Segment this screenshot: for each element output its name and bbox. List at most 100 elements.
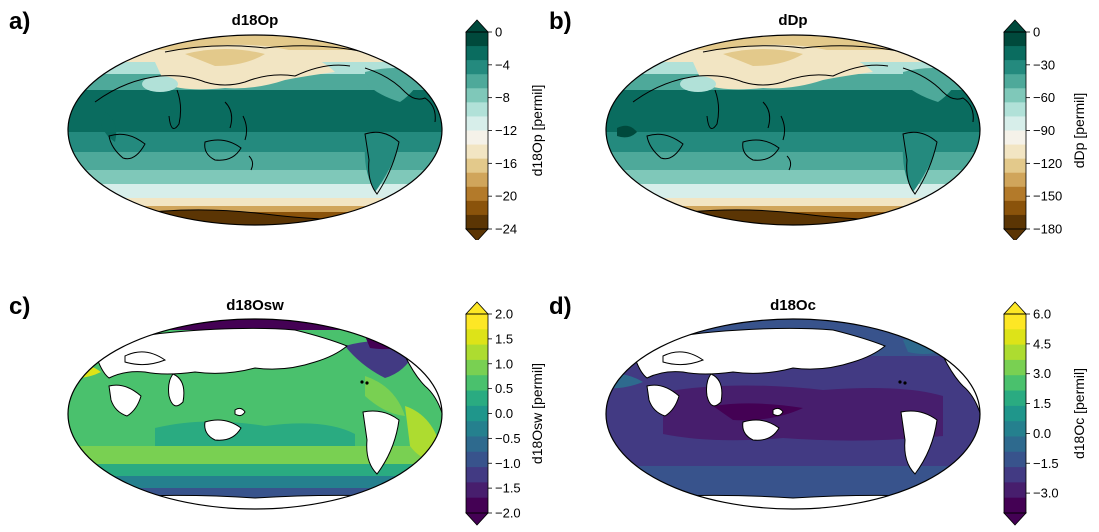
colorbar-segment: [1004, 102, 1026, 118]
panel-letter-c: c): [9, 293, 31, 320]
colorbar-segment: [466, 158, 488, 174]
colorbar-segment: [1004, 314, 1026, 330]
colorbar-tick-label: −30: [1033, 57, 1055, 72]
colorbar-label: dDp [permil]: [1071, 93, 1087, 168]
colorbar-label: d18Op [permil]: [529, 85, 545, 177]
colorbar-segment: [466, 102, 488, 118]
colorbar-tick-label: −24: [495, 222, 517, 237]
colorbar-segment: [466, 344, 488, 361]
colorbar-segment: [466, 144, 488, 160]
colorbar-segment: [1004, 214, 1026, 230]
colorbar-label: d18Oc [permil]: [1071, 368, 1087, 459]
colorbar-segment: [466, 329, 488, 346]
colorbar-tick-label: −1.0: [495, 456, 521, 471]
colorbar-extend-min: [1003, 228, 1027, 240]
colorbar-tick-label: −8: [495, 90, 510, 105]
colorbar-segment: [1004, 436, 1026, 453]
colorbar-segment: [1004, 172, 1026, 188]
colorbar-d: 6.0 4.5 3.0 1.5 0.0 −1.5 −3.0 d18Oc [permil]: [1003, 301, 1087, 526]
map-title-b: dDp: [778, 12, 808, 29]
colorbar-extend-max: [465, 301, 489, 315]
colorbar-segment: [1004, 482, 1026, 499]
colorbar-a: 0 −4 −8 −12 −16 −20 −24 d18Op [permil]: [465, 19, 545, 240]
colorbar-tick-label: −12: [495, 123, 517, 138]
map-title-d: d18Oc: [770, 297, 816, 314]
colorbar-segment: [466, 130, 488, 146]
colorbar-segment: [466, 74, 488, 89]
colorbar-segment: [1004, 158, 1026, 174]
colorbar-segment: [466, 405, 488, 422]
map-title-a: d18Op: [231, 12, 279, 29]
panel-letter-a: a): [9, 8, 31, 35]
colorbar-segment: [466, 116, 488, 132]
colorbar-segment: [466, 60, 488, 75]
colorbar-segment: [466, 214, 488, 230]
colorbar-tick-label: 3.0: [1033, 366, 1051, 381]
colorbar-segment: [1004, 405, 1026, 422]
colorbar-b: 0 −30 −60 −90 −120 −150 −180 dDp [permil]: [1003, 19, 1087, 240]
colorbar-segment: [466, 390, 488, 407]
colorbar-tick-label: −3.0: [1033, 486, 1059, 501]
colorbar-segment: [466, 172, 488, 188]
colorbar-segment: [466, 436, 488, 453]
map-title-c: d18Osw: [226, 297, 284, 314]
colorbar-segment: [466, 32, 488, 47]
colorbar-tick-label: −120: [1033, 156, 1062, 171]
panel-letter-b: b): [549, 8, 572, 35]
colorbar-segment: [1004, 116, 1026, 132]
colorbar-segment: [466, 359, 488, 376]
colorbar-segment: [466, 88, 488, 103]
colorbar-extend-min: [465, 512, 489, 526]
colorbar-tick-label: 0: [1033, 25, 1040, 40]
colorbar-segment: [466, 200, 488, 216]
colorbar-tick-label: 1.5: [1033, 396, 1051, 411]
colorbar-segment: [1004, 130, 1026, 146]
colorbar-tick-label: −180: [1033, 222, 1062, 237]
colorbar-segment: [1004, 359, 1026, 376]
colorbar-tick-label: 2.0: [495, 307, 513, 322]
colorbar-tick-label: −1.5: [1033, 456, 1059, 471]
colorbar-segment: [1004, 390, 1026, 407]
colorbar-segment: [1004, 88, 1026, 103]
colorbar-extend-min: [465, 228, 489, 240]
colorbar-segment: [466, 375, 488, 392]
colorbar-segment: [466, 46, 488, 61]
colorbar-c: 2.0 1.5 1.0 0.5 0.0 −0.5 −1.0 −1.5 −2.0 d18Osw [p…: [465, 301, 545, 526]
colorbar-extend-max: [1003, 19, 1027, 33]
colorbar-segment: [1004, 46, 1026, 61]
colorbar-tick-label: 1.5: [495, 331, 513, 346]
map-d18oc: [605, 318, 981, 510]
colorbar-label: d18Osw [permil]: [529, 363, 545, 464]
map-ddp: [605, 34, 981, 226]
colorbar-tick-label: −4: [495, 57, 510, 72]
colorbar-segment: [1004, 421, 1026, 438]
colorbar-segment: [466, 451, 488, 468]
panel-letter-d: d): [549, 293, 572, 320]
colorbar-segment: [466, 482, 488, 499]
colorbar-segment: [1004, 497, 1026, 514]
colorbar-tick-label: 0.0: [1033, 426, 1051, 441]
colorbar-tick-label: 0: [495, 25, 502, 40]
colorbar-tick-label: 1.0: [495, 356, 513, 371]
colorbar-segment: [466, 186, 488, 202]
colorbar-extend-max: [1003, 301, 1027, 315]
colorbar-segment: [1004, 74, 1026, 89]
colorbar-segment: [466, 314, 488, 330]
colorbar-segment: [1004, 451, 1026, 468]
colorbar-tick-label: 4.5: [1033, 336, 1051, 351]
colorbar-segment: [1004, 144, 1026, 160]
colorbar-segment: [1004, 375, 1026, 392]
colorbar-tick-label: −0.5: [495, 431, 521, 446]
colorbar-tick-label: 0.5: [495, 381, 513, 396]
colorbar-tick-label: −150: [1033, 189, 1062, 204]
colorbar-tick-label: −90: [1033, 123, 1055, 138]
colorbar-frame: [1003, 313, 1027, 514]
colorbar-segment: [1004, 467, 1026, 483]
colorbar-tick-label: −16: [495, 156, 517, 171]
colorbar-tick-label: 0.0: [495, 406, 513, 421]
map-d18osw: [67, 318, 443, 510]
colorbar-segment: [1004, 186, 1026, 202]
colorbar-segment: [466, 497, 488, 514]
colorbar-tick-label: −2.0: [495, 506, 521, 521]
colorbar-extend-min: [1003, 512, 1027, 526]
